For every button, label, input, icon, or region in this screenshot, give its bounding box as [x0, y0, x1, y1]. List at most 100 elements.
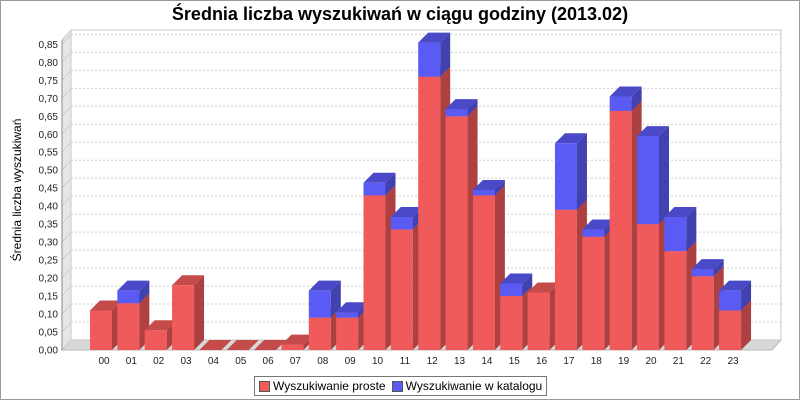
bar-top: [336, 302, 369, 313]
bar-03-simple: [172, 275, 205, 350]
bar-front: [609, 110, 632, 350]
gridline-side: [61, 177, 72, 189]
bar-front: [308, 290, 331, 318]
x-tick-label: 03: [180, 356, 192, 367]
bar-front: [691, 276, 714, 350]
bar-15-catalog: [500, 273, 533, 297]
bar-front: [500, 296, 523, 350]
y-tick-label: 0,55: [39, 148, 59, 159]
gridlines: [61, 33, 781, 351]
gridline-side: [61, 52, 72, 63]
bar-front: [554, 143, 577, 210]
y-tick-label: 0,60: [39, 130, 59, 141]
bar-front: [664, 251, 687, 350]
x-tick-label: 21: [673, 356, 685, 367]
gridline-side: [61, 141, 72, 153]
bar-10-catalog: [363, 172, 396, 196]
bar-top: [144, 320, 177, 331]
y-tick-label: 0,15: [39, 292, 59, 303]
bar-23-catalog: [719, 280, 752, 311]
bar-front: [691, 269, 714, 277]
x-tick-label: 14: [481, 356, 493, 367]
bar-00-simple: [90, 300, 122, 350]
bar-front: [308, 317, 331, 350]
x-tick-label: 22: [700, 356, 712, 367]
bar-side: [494, 180, 505, 196]
bar-top: [308, 280, 341, 291]
x-tick-label: 08: [317, 356, 329, 367]
y-tick-label: 0,50: [39, 166, 59, 177]
x-tick-label: 13: [454, 356, 466, 367]
bar-01-catalog: [117, 280, 150, 304]
bar-front: [472, 190, 495, 196]
bar-front: [445, 109, 468, 117]
bar-front: [363, 182, 386, 196]
y-tick-label: 0,35: [39, 220, 59, 231]
bar-top: [472, 180, 505, 190]
gridline-side: [61, 195, 72, 207]
bar-19-catalog: [609, 86, 642, 111]
bar-side: [659, 126, 669, 225]
bar-front: [390, 216, 413, 230]
x-tick-label: 01: [126, 356, 138, 367]
bar-top: [226, 340, 259, 350]
bar-21-catalog: [664, 206, 697, 252]
bar-top: [527, 282, 560, 293]
x-tick-label: 06: [263, 356, 275, 367]
gridline-side: [61, 34, 72, 45]
bar-front: [363, 195, 386, 350]
bar-top: [691, 259, 724, 270]
y-tick-label: 0,65: [39, 112, 59, 123]
y-tick-label: 0,05: [39, 328, 59, 339]
y-tick-label: 0,40: [39, 202, 59, 213]
bar-top: [445, 99, 478, 110]
bar-14-catalog: [472, 180, 505, 196]
gridline-side: [61, 213, 72, 225]
legend-swatch-catalog: [391, 380, 403, 392]
bar-front: [90, 310, 112, 350]
bar-front: [144, 330, 167, 350]
bar-side: [631, 86, 642, 111]
bar-top: [719, 280, 752, 291]
bar-side: [467, 99, 478, 117]
x-tick-label: 09: [345, 356, 357, 367]
bar-front: [582, 236, 605, 350]
bar-11-simple: [390, 219, 423, 350]
legend-label-simple: Wyszukiwanie proste: [273, 379, 386, 393]
gridline-side: [61, 70, 72, 81]
bar-front: [336, 312, 359, 318]
bar-14-simple: [472, 185, 505, 350]
bar-side: [194, 275, 205, 350]
bar-front: [554, 209, 577, 350]
bar-top: [637, 126, 669, 137]
bar-top: [664, 206, 697, 217]
x-tick-label: 04: [208, 356, 220, 367]
x-tick-label: 02: [153, 356, 165, 367]
bar-10-simple: [363, 185, 396, 350]
y-tick-label: 0,85: [39, 40, 59, 51]
bar-top: [390, 206, 423, 217]
bar-18-simple: [582, 226, 615, 350]
bar-front: [336, 317, 359, 350]
bar-04-simple: [199, 340, 232, 350]
gridline-side: [61, 267, 72, 279]
bar-12-simple: [418, 66, 451, 350]
bar-top: [363, 172, 396, 183]
bar-side: [330, 280, 341, 318]
legend-item-simple: Wyszukiwanie proste: [259, 379, 386, 393]
side-wall: [61, 28, 72, 352]
bar-top: [554, 133, 587, 144]
bar-20-catalog: [637, 126, 669, 225]
x-tick-label: 20: [645, 356, 657, 367]
bar-08-catalog: [308, 280, 341, 318]
x-tick-label: 12: [427, 356, 439, 367]
bar-top: [90, 300, 122, 311]
chart-title: Średnia liczba wyszukiwań w ciągu godzin…: [171, 4, 629, 24]
x-tick-label: 15: [509, 356, 521, 367]
bars: [90, 32, 752, 350]
bar-13-simple: [445, 106, 478, 350]
gridline-side: [61, 159, 72, 171]
bar-side: [440, 32, 451, 77]
bar-06-simple: [254, 340, 287, 350]
